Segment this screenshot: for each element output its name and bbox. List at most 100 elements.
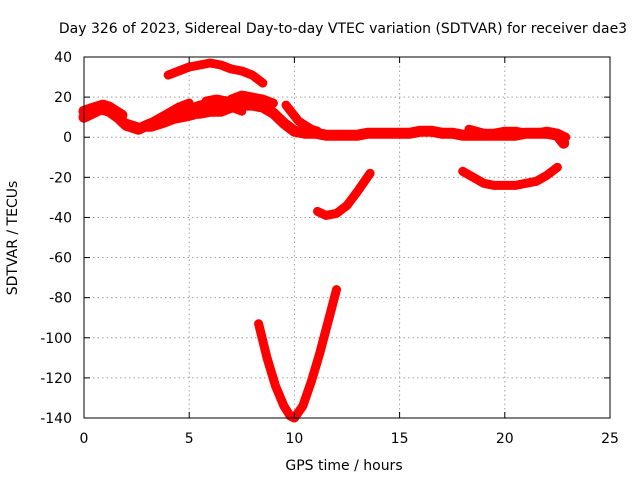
data-point [290,127,299,136]
x-tick-label: 15 [391,431,409,447]
y-axis-label: SDTVAR / TECUs [5,181,21,296]
y-tick-label: -80 [49,291,72,307]
data-point [448,129,457,138]
data-point [105,103,114,112]
data-point [227,65,236,74]
data-point [258,79,267,88]
data-point [364,129,373,138]
data-point [195,101,204,110]
y-tick-label: 20 [54,90,72,106]
y-tick-label: 0 [63,130,72,146]
data-point [374,129,383,138]
data-point [227,95,236,104]
data-point [271,381,280,390]
data-point [307,125,316,134]
data-point [300,129,309,138]
series-arc-late [464,124,571,142]
data-point [479,179,488,188]
series-arc-neg-24 [458,162,562,190]
data-point [185,63,194,72]
data-point [279,401,288,410]
data-point [406,129,415,138]
data-point [521,179,530,188]
data-point [164,71,173,80]
data-point [237,107,246,116]
data-point [353,187,362,196]
data-point [366,169,375,178]
data-point [315,349,324,358]
data-point [143,121,152,130]
data-point [490,129,499,138]
data-point [395,129,404,138]
data-point [288,109,297,118]
data-point [343,131,351,140]
data-point [490,181,499,190]
data-point [286,411,295,420]
data-point [321,211,330,220]
data-point [479,129,488,138]
data-point [153,115,162,124]
data-point [385,129,394,138]
plot-frame [83,56,611,419]
data-point [244,101,253,110]
data-point [180,113,189,122]
data-point [307,377,316,386]
data-point [542,127,551,136]
data-point [324,317,333,326]
data-point [248,71,257,80]
data-point [92,103,101,112]
data-point [553,163,562,172]
data-point [332,131,341,140]
data-point [122,119,131,128]
data-point [321,131,330,140]
data-point [269,109,278,118]
data-point [281,101,290,110]
data-point [206,59,215,68]
y-tick-label: -60 [49,251,72,267]
data-point [332,285,341,294]
x-axis-label: GPS time / hours [285,458,402,474]
data-point [216,61,225,70]
x-tick-label: 20 [496,431,514,447]
series-layer [78,58,571,423]
data-point [343,201,351,210]
x-tick-label: 0 [80,431,89,447]
data-point [170,115,179,124]
data-point [427,127,436,136]
data-point [298,401,307,410]
data-point [542,171,551,180]
data-point [269,99,278,108]
data-point [254,319,263,328]
data-point [134,123,143,132]
data-point [258,95,267,104]
y-tick-label: -120 [40,371,72,387]
chart-title: Day 326 of 2023, Sidereal Day-to-day VTE… [59,21,627,37]
data-point [195,61,204,70]
ticks: 0 5 10 15 20 25 -140 -120 -100 -80 -60 -40 -20 0 20 40 [40,50,619,447]
data-point [511,127,520,136]
series-arc-top [163,58,268,88]
data-point [174,67,183,76]
data-point [294,117,303,126]
data-point [212,95,221,104]
data-point [117,111,126,120]
data-point [500,181,509,190]
data-point [98,101,107,110]
data-point [111,107,120,116]
data-point [237,91,246,100]
y-tick-label: -100 [40,331,72,347]
data-point [532,129,541,138]
data-point [313,207,322,216]
data-point [521,129,530,138]
data-point [553,129,562,138]
y-tick-label: -140 [40,411,72,427]
data-point [437,129,446,138]
x-tick-label: 5 [185,431,194,447]
data-point [263,353,272,362]
data-point [164,109,173,118]
grid [84,57,610,418]
data-point [458,131,467,140]
x-tick-label: 25 [601,431,619,447]
